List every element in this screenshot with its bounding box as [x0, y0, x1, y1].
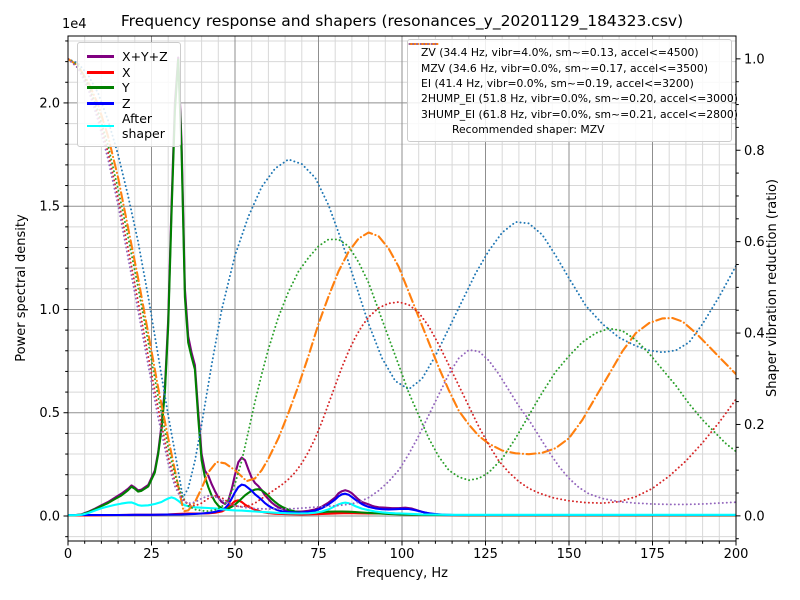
- legend-item: After shaper: [87, 111, 168, 141]
- legend-line-swatch: [408, 43, 439, 45]
- legend-item: Z: [87, 96, 168, 112]
- x-tick-label: 0: [64, 547, 72, 562]
- legend-shapers: ZV (34.4 Hz, vibr=4.0%, sm~=0.13, accel<…: [407, 39, 738, 143]
- legend-item: 2HUMP_EI (51.8 Hz, vibr=0.0%, sm~=0.20, …: [408, 43, 738, 106]
- x-tick-label: 175: [640, 547, 665, 562]
- y-right-tick-label: 0.4: [744, 327, 765, 342]
- x-tick-label: 50: [227, 547, 244, 562]
- legend-line-swatch: [87, 86, 114, 90]
- legend-item: Y: [87, 80, 168, 96]
- legend-item: EI (41.4 Hz, vibr=0.0%, sm~=0.19, accel<…: [408, 43, 725, 91]
- x-tick-label: 25: [143, 547, 160, 562]
- legend-item: 3HUMP_EI (61.8 Hz, vibr=0.0%, sm~=0.21, …: [408, 43, 738, 122]
- y-right-tick-label: 0.6: [744, 235, 765, 250]
- y-right-tick-label: 0.8: [744, 144, 765, 159]
- series-zv: [68, 57, 736, 499]
- chart-title: Frequency response and shapers (resonanc…: [121, 12, 683, 31]
- legend-item-label: EI (41.4 Hz, vibr=0.0%, sm~=0.19, accel<…: [421, 76, 694, 90]
- series-2hump-ei: [68, 57, 736, 508]
- x-axis-label: Frequency, Hz: [356, 566, 448, 581]
- series-after-shaper: [68, 496, 736, 517]
- y-axis-offset-label: 1e4: [62, 17, 87, 32]
- x-tick-label: 150: [557, 547, 582, 562]
- legend-item: MZV (34.6 Hz, vibr=0.0%, sm~=0.17, accel…: [408, 43, 725, 75]
- recommended-shaper-note: Recommended shaper: MZV: [452, 123, 605, 137]
- legend-item-label: Y: [122, 80, 130, 96]
- x-tick-label: 125: [473, 547, 498, 562]
- y-left-tick-label: 0.0: [39, 510, 60, 525]
- legend-item: ZV (34.4 Hz, vibr=4.0%, sm~=0.13, accel<…: [408, 43, 725, 60]
- x-tick-label: 75: [310, 547, 327, 562]
- legend-line-swatch: [87, 70, 114, 74]
- legend-item-label: X: [122, 64, 131, 80]
- legend-item-label: 3HUMP_EI (61.8 Hz, vibr=0.0%, sm~=0.21, …: [421, 107, 738, 121]
- series-3hump-ei: [68, 57, 736, 510]
- x-tick-label: 100: [390, 547, 415, 562]
- y-axis-left-label: Power spectral density: [14, 214, 29, 362]
- y-left-tick-label: 1.0: [39, 303, 60, 318]
- legend-item-label: Z: [122, 95, 131, 111]
- y-right-tick-label: 0.2: [744, 418, 765, 433]
- y-left-tick-label: 0.5: [39, 406, 60, 421]
- series-ei: [68, 57, 736, 513]
- y-right-tick-label: 0.0: [744, 509, 765, 524]
- y-axis-right-label: Shaper vibration reduction (ratio): [765, 179, 780, 397]
- legend-item-label: MZV (34.6 Hz, vibr=0.0%, sm~=0.17, accel…: [421, 61, 708, 75]
- y-right-tick-label: 1.0: [744, 52, 765, 67]
- legend-line-swatch: [87, 101, 114, 105]
- legend-line-swatch: [87, 55, 114, 59]
- legend-item-label: After shaper: [122, 111, 165, 141]
- legend-psd: X+Y+Z X Y Z After shaper: [77, 42, 181, 147]
- legend-item: X: [87, 65, 168, 81]
- legend-item-label: ZV (34.4 Hz, vibr=4.0%, sm~=0.13, accel<…: [421, 46, 699, 60]
- series-mzv: [68, 57, 736, 513]
- y-left-tick-label: 1.5: [39, 200, 60, 215]
- y-left-tick-label: 2.0: [39, 96, 60, 111]
- legend-item: X+Y+Z: [87, 49, 168, 65]
- legend-line-swatch: [87, 124, 114, 128]
- x-tick-label: 200: [724, 547, 749, 562]
- legend-item-label: 2HUMP_EI (51.8 Hz, vibr=0.0%, sm~=0.20, …: [421, 92, 738, 106]
- legend-item-label: X+Y+Z: [122, 49, 168, 65]
